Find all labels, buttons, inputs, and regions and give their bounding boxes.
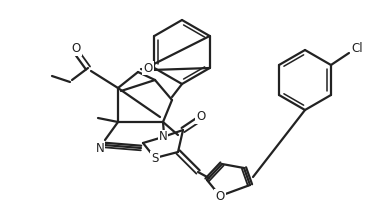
Text: S: S [151,151,159,165]
Text: Cl: Cl [351,43,363,56]
Text: N: N [159,130,167,143]
Text: O: O [71,43,81,56]
Text: O: O [215,189,225,203]
Text: O: O [143,62,152,75]
Text: N: N [96,141,104,154]
Text: O: O [196,111,206,124]
